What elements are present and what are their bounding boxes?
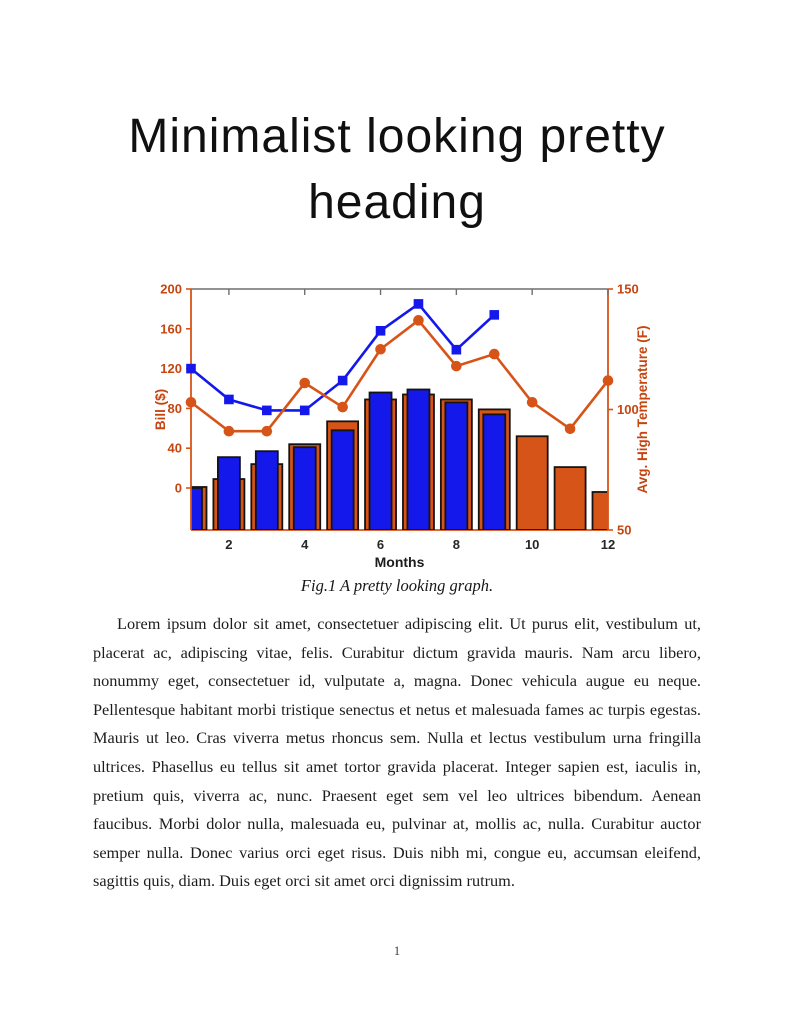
square-marker bbox=[299, 405, 310, 416]
left-axis-tick-label: 80 bbox=[168, 401, 182, 416]
body-paragraph: Lorem ipsum dolor sit amet, consectetuer… bbox=[93, 614, 701, 891]
page-title: Minimalist looking pretty heading bbox=[128, 110, 666, 229]
bill-bars bbox=[191, 388, 507, 530]
square-marker bbox=[224, 394, 234, 405]
x-axis-label: Months bbox=[375, 554, 425, 570]
temperature-bars-bar bbox=[515, 435, 549, 530]
square-marker bbox=[451, 344, 462, 355]
x-axis-tick-label: 8 bbox=[453, 537, 460, 552]
bill-bars-bar bbox=[482, 413, 507, 530]
bill-bars-bar bbox=[330, 429, 355, 530]
temperature-bars bbox=[191, 393, 608, 530]
right-axis-tick-label: 100 bbox=[617, 402, 639, 417]
square-marker bbox=[413, 299, 424, 309]
left-axis-label: Bill ($) bbox=[153, 389, 168, 430]
circle-marker bbox=[185, 396, 197, 408]
square-marker bbox=[489, 310, 500, 320]
right-axis-label: Avg. High Temperature (F) bbox=[635, 325, 650, 493]
circle-marker bbox=[413, 315, 424, 326]
right-axis-tick-label: 150 bbox=[617, 282, 639, 297]
x-axis-tick-label: 4 bbox=[301, 537, 309, 552]
circle-marker bbox=[337, 401, 348, 413]
circle-marker bbox=[223, 425, 235, 437]
circle-marker bbox=[375, 343, 386, 355]
square-marker bbox=[262, 405, 272, 416]
page-number: 1 bbox=[393, 944, 401, 958]
circle-marker bbox=[261, 425, 273, 437]
bill-bars-bar bbox=[292, 446, 317, 530]
x-axis-tick-label: 6 bbox=[377, 537, 384, 552]
bill-line bbox=[186, 299, 500, 416]
figure: 0 40 80 120 160 200 50 100 150 2 4 6 8 10 12 Bill ($) Av… bbox=[148, 278, 668, 578]
temperature-line bbox=[185, 315, 614, 437]
left-axis-tick-label: 160 bbox=[160, 321, 182, 336]
x-axis-tick-label: 10 bbox=[525, 537, 539, 552]
x-axis-tick-label: 12 bbox=[601, 537, 615, 552]
bill-bars-bar bbox=[217, 456, 241, 530]
circle-marker bbox=[299, 377, 311, 389]
temperature-bars-bar bbox=[591, 491, 608, 530]
bar-series-group bbox=[191, 388, 608, 530]
chart: 0 40 80 120 160 200 50 100 150 2 4 6 8 10 12 Bill ($) Av… bbox=[153, 282, 650, 571]
left-axis-tick-label: 0 bbox=[175, 481, 182, 496]
bill-bars-bar bbox=[191, 487, 203, 530]
square-marker bbox=[186, 363, 196, 374]
circle-marker bbox=[526, 396, 538, 408]
figure-caption: Fig.1 A pretty looking graph. bbox=[300, 576, 494, 595]
temperature-bars-bar bbox=[553, 466, 587, 530]
bill-bars-bar bbox=[254, 450, 279, 530]
circle-marker bbox=[488, 348, 500, 360]
left-axis-tick-label: 40 bbox=[168, 441, 182, 456]
circle-marker bbox=[451, 360, 462, 372]
left-axis-tick-label: 200 bbox=[160, 282, 182, 297]
bill-bars-bar bbox=[406, 388, 431, 530]
left-axis-tick-label: 120 bbox=[160, 361, 182, 376]
right-axis-tick-label: 50 bbox=[617, 523, 631, 538]
bill-bars-bar bbox=[368, 391, 393, 530]
circle-marker bbox=[564, 423, 576, 435]
circle-marker bbox=[602, 375, 614, 386]
axis-ticks: 0 40 80 120 160 200 50 100 150 2 4 6 8 10 12 bbox=[160, 282, 638, 553]
x-axis-tick-label: 2 bbox=[225, 537, 232, 552]
temperature-line-path bbox=[190, 319, 610, 433]
bill-bars-bar bbox=[444, 401, 469, 530]
square-marker bbox=[337, 375, 348, 386]
square-marker bbox=[375, 325, 386, 336]
